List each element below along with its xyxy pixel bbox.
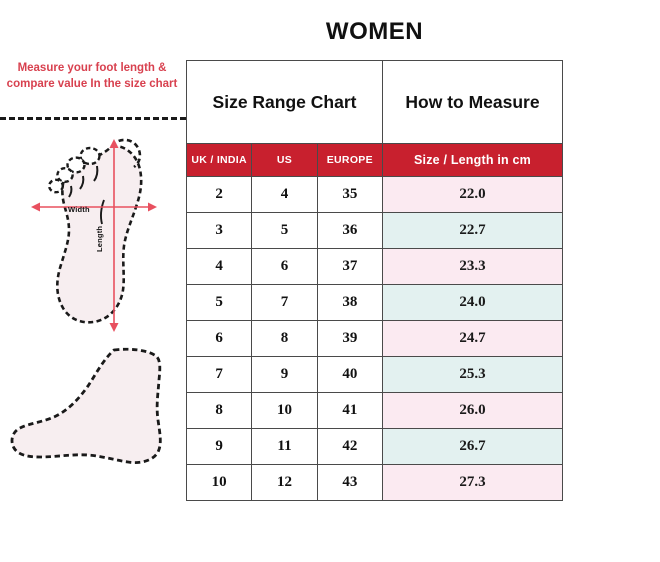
table-row: 7 9 40 25.3 — [185, 356, 563, 393]
section-header-how-to-measure: How to Measure — [382, 60, 563, 144]
cell-us: 11 — [251, 428, 318, 465]
cell-eu: 35 — [316, 176, 384, 213]
cell-uk: 6 — [185, 320, 253, 357]
cell-uk: 10 — [185, 464, 253, 501]
dashed-divider — [0, 117, 186, 120]
cell-eu: 41 — [316, 392, 384, 429]
cell-cm: 22.0 — [382, 176, 563, 213]
cell-uk: 5 — [185, 284, 253, 321]
cell-cm: 22.7 — [382, 212, 563, 249]
cell-uk: 2 — [185, 176, 253, 213]
cell-us: 8 — [251, 320, 318, 357]
cell-uk: 3 — [185, 212, 253, 249]
size-chart-table: Size Range Chart How to Measure UK / IND… — [185, 60, 563, 501]
cell-eu: 36 — [316, 212, 384, 249]
cell-eu: 40 — [316, 356, 384, 393]
table-row: 5 7 38 24.0 — [185, 284, 563, 321]
table-row: 4 6 37 23.3 — [185, 248, 563, 285]
table-row: 3 5 36 22.7 — [185, 212, 563, 249]
table-row: 9 11 42 26.7 — [185, 428, 563, 465]
column-header-europe: EUROPE — [316, 143, 384, 177]
cell-cm: 24.0 — [382, 284, 563, 321]
cell-eu: 42 — [316, 428, 384, 465]
length-label: Length — [95, 225, 104, 252]
cell-us: 7 — [251, 284, 318, 321]
cell-us: 10 — [251, 392, 318, 429]
table-row: 2 4 35 22.0 — [185, 176, 563, 213]
column-header-size-length-cm: Size / Length in cm — [382, 143, 563, 177]
cell-eu: 39 — [316, 320, 384, 357]
cell-uk: 7 — [185, 356, 253, 393]
cell-cm: 25.3 — [382, 356, 563, 393]
cell-cm: 26.0 — [382, 392, 563, 429]
page-title: WOMEN — [325, 18, 424, 45]
cell-cm: 23.3 — [382, 248, 563, 285]
cell-uk: 8 — [185, 392, 253, 429]
column-header-us: US — [251, 143, 318, 177]
cell-uk: 4 — [185, 248, 253, 285]
foot-sole-outline-icon — [28, 132, 178, 332]
table-section-header-row: Size Range Chart How to Measure — [186, 60, 563, 144]
column-header-uk-india: UK / INDIA — [185, 143, 253, 177]
table-row: 6 8 39 24.7 — [185, 320, 563, 357]
cell-eu: 37 — [316, 248, 384, 285]
cell-us: 5 — [251, 212, 318, 249]
cell-us: 9 — [251, 356, 318, 393]
cell-us: 12 — [251, 464, 318, 501]
cell-cm: 24.7 — [382, 320, 563, 357]
foot-side-profile-icon — [10, 342, 182, 472]
cell-cm: 26.7 — [382, 428, 563, 465]
cell-us: 6 — [251, 248, 318, 285]
cell-eu: 43 — [316, 464, 384, 501]
table-row: 10 12 43 27.3 — [185, 464, 563, 501]
table-row: 8 10 41 26.0 — [185, 392, 563, 429]
measure-instruction-text: Measure your foot length & compare value… — [6, 62, 178, 90]
cell-cm: 27.3 — [382, 464, 563, 501]
width-label: Width — [68, 205, 90, 214]
cell-uk: 9 — [185, 428, 253, 465]
table-column-header-row: UK / INDIA US EUROPE Size / Length in cm — [185, 143, 563, 177]
section-header-size-range: Size Range Chart — [186, 60, 383, 144]
cell-eu: 38 — [316, 284, 384, 321]
cell-us: 4 — [251, 176, 318, 213]
